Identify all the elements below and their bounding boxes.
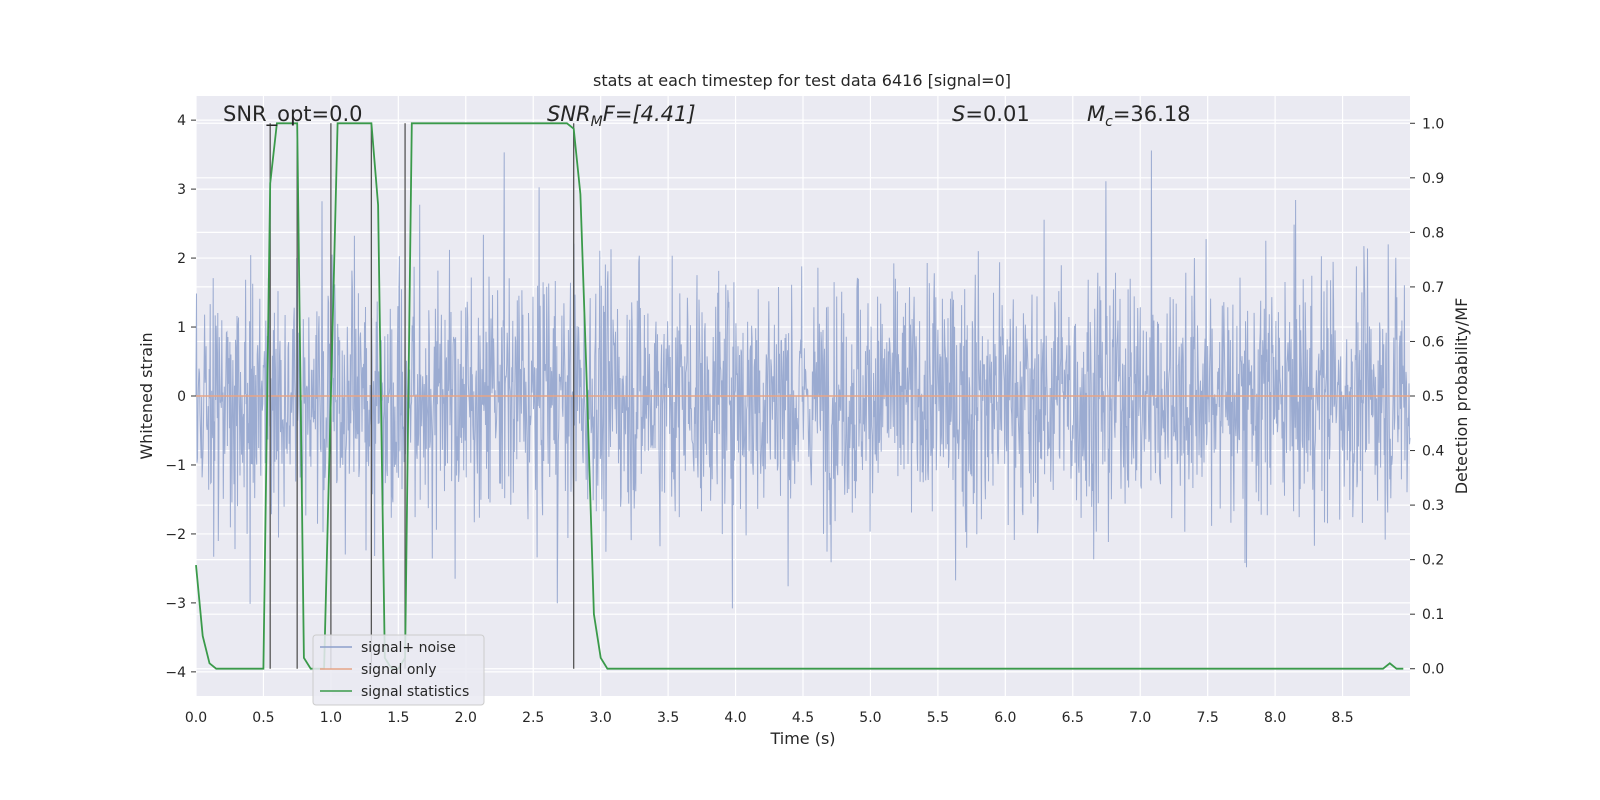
x-tick-label: 2.5 — [522, 710, 544, 726]
legend-box — [312, 634, 485, 706]
annotation-s-symbol: S — [952, 102, 965, 126]
annotation-mc-symbol: M — [1087, 102, 1105, 126]
annotation-snr-mf-sub: M — [591, 114, 603, 130]
y-left-tick-label: 2 — [177, 251, 186, 267]
legend-label-signal-only: signal only — [361, 662, 436, 678]
y-right-tick-label: 0.7 — [1422, 280, 1444, 296]
annotation-mc-sub: c — [1105, 114, 1113, 130]
annotation-s-value: =0.01 — [965, 102, 1029, 126]
x-tick-label: 1.0 — [320, 710, 342, 726]
y-right-tick-label: 0.3 — [1422, 498, 1444, 514]
annotation-mc: Mc=36.18 — [1087, 102, 1191, 130]
y-right-tick-label: 0.5 — [1422, 389, 1444, 405]
y-left-tick-label: −3 — [165, 596, 186, 612]
x-tick-label: 8.0 — [1264, 710, 1286, 726]
x-tick-label: 8.5 — [1331, 710, 1353, 726]
y-right-tick-label: 0.4 — [1422, 444, 1444, 460]
annotation-snr-mf-base: SNR — [547, 102, 591, 126]
y-left-tick-label: 3 — [177, 182, 186, 198]
y-axis-left: 4 3 2 1 0 −1 −2 −3 −4 — [165, 113, 196, 681]
series-signal-plus-noise — [195, 150, 1411, 609]
legend-label-signal-statistics: signal statistics — [361, 684, 469, 700]
legend-label-signal-plus-noise: signal+ noise — [361, 640, 456, 656]
y-left-tick-label: 4 — [177, 113, 186, 129]
y-left-tick-label: 1 — [177, 320, 186, 336]
y-left-tick-label: 0 — [177, 389, 186, 405]
x-tick-label: 5.5 — [927, 710, 949, 726]
annotation-snr-mf: SNRMF=[4.41] — [547, 102, 696, 130]
chart-title: stats at each timestep for test data 641… — [593, 71, 1011, 90]
y-left-tick-label: −1 — [165, 458, 186, 474]
y-axis-right: 1.0 0.9 0.8 0.7 0.6 0.5 0.4 0.3 0.2 0.1 0.0 — [1410, 116, 1444, 678]
x-tick-label: 4.0 — [724, 710, 746, 726]
y-right-tick-label: 0.1 — [1422, 607, 1444, 623]
y-left-tick-label: −4 — [165, 665, 186, 681]
series-line-signal-plus-noise — [195, 150, 1411, 609]
x-tick-label: 1.5 — [387, 710, 409, 726]
y-right-tick-label: 0.8 — [1422, 225, 1444, 241]
annotation-s: S=0.01 — [952, 102, 1030, 126]
y-right-tick-label: 1.0 — [1422, 116, 1444, 132]
x-tick-label: 4.5 — [792, 710, 814, 726]
y-right-tick-label: 0.0 — [1422, 662, 1444, 678]
x-tick-label: 6.5 — [1062, 710, 1084, 726]
legend: signal+ noise signal only signal statist… — [312, 634, 485, 706]
x-axis: 0.0 0.5 1.0 1.5 2.0 2.5 3.0 3.5 4.0 4.5 5.0 5.5 6.0 6… — [185, 710, 1354, 726]
y-axis-right-label: Detection probability/MF — [1452, 298, 1471, 495]
x-tick-label: 0.5 — [252, 710, 274, 726]
x-tick-label: 2.0 — [455, 710, 477, 726]
x-tick-label: 0.0 — [185, 710, 207, 726]
y-right-tick-label: 0.9 — [1422, 171, 1444, 187]
x-tick-label: 7.0 — [1129, 710, 1151, 726]
x-tick-label: 3.5 — [657, 710, 679, 726]
y-right-tick-label: 0.2 — [1422, 553, 1444, 569]
x-tick-label: 5.0 — [859, 710, 881, 726]
x-tick-label: 7.5 — [1197, 710, 1219, 726]
x-tick-label: 3.0 — [590, 710, 612, 726]
annotation-snr-opt: SNR_opt=0.0 — [223, 102, 363, 127]
y-left-tick-label: −2 — [165, 527, 186, 543]
y-axis-left-label: Whitened strain — [137, 332, 156, 459]
x-axis-label: Time (s) — [769, 729, 835, 748]
annotation-snr-mf-rest: F=[4.41] — [603, 102, 696, 126]
x-tick-label: 6.0 — [994, 710, 1016, 726]
y-right-tick-label: 0.6 — [1422, 334, 1444, 350]
annotation-mc-value: =36.18 — [1113, 102, 1191, 126]
